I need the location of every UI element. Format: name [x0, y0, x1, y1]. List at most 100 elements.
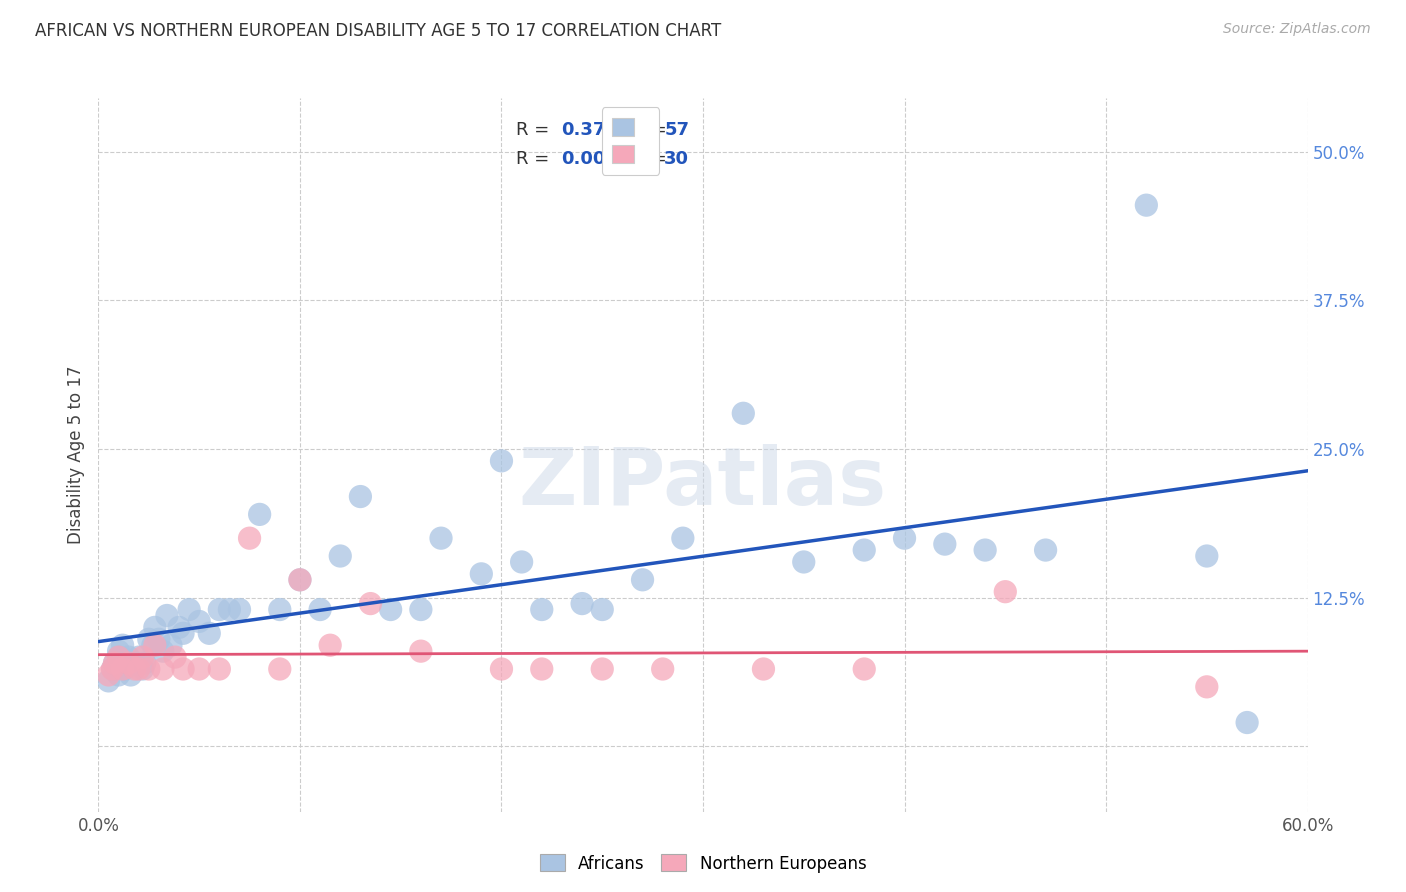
- Point: [179, 602, 201, 616]
- Point: [733, 406, 755, 420]
- Point: [124, 656, 146, 670]
- Point: [111, 638, 134, 652]
- Point: [309, 602, 332, 616]
- Point: [103, 656, 125, 670]
- Point: [319, 638, 342, 652]
- Point: [1236, 715, 1258, 730]
- Point: [132, 650, 155, 665]
- Point: [1195, 549, 1218, 563]
- Point: [143, 620, 166, 634]
- Text: 30: 30: [664, 150, 689, 168]
- Legend: , : ,: [602, 107, 659, 175]
- Point: [172, 662, 194, 676]
- Point: [138, 662, 160, 676]
- Point: [101, 662, 124, 676]
- Point: [152, 644, 174, 658]
- Point: [124, 662, 146, 676]
- Point: [97, 673, 120, 688]
- Point: [134, 656, 156, 670]
- Point: [107, 650, 129, 665]
- Point: [142, 638, 165, 652]
- Point: [128, 662, 150, 676]
- Text: R =: R =: [516, 150, 554, 168]
- Point: [430, 531, 453, 545]
- Point: [163, 650, 186, 665]
- Point: [591, 662, 613, 676]
- Point: [1195, 680, 1218, 694]
- Point: [114, 662, 136, 676]
- Point: [198, 626, 221, 640]
- Point: [651, 662, 673, 676]
- Text: N =: N =: [621, 121, 672, 139]
- Point: [380, 602, 402, 616]
- Point: [128, 650, 150, 665]
- Point: [269, 602, 291, 616]
- Point: [218, 602, 240, 616]
- Point: [111, 662, 134, 676]
- Point: [118, 656, 141, 670]
- Text: 0.375: 0.375: [561, 121, 619, 139]
- Point: [793, 555, 815, 569]
- Point: [118, 650, 141, 665]
- Point: [107, 668, 129, 682]
- Point: [160, 638, 183, 652]
- Point: [107, 650, 129, 665]
- Text: ZIPatlas: ZIPatlas: [519, 444, 887, 523]
- Point: [974, 543, 997, 558]
- Point: [115, 656, 138, 670]
- Point: [752, 662, 775, 676]
- Point: [188, 615, 211, 629]
- Point: [672, 531, 695, 545]
- Point: [132, 662, 155, 676]
- Point: [152, 662, 174, 676]
- Point: [591, 602, 613, 616]
- Point: [143, 638, 166, 652]
- Point: [360, 597, 382, 611]
- Point: [156, 608, 179, 623]
- Point: [269, 662, 291, 676]
- Point: [208, 662, 231, 676]
- Point: [491, 454, 513, 468]
- Point: [853, 662, 876, 676]
- Point: [288, 573, 311, 587]
- Point: [329, 549, 352, 563]
- Point: [510, 555, 533, 569]
- Point: [530, 662, 553, 676]
- Point: [994, 584, 1017, 599]
- Point: [288, 573, 311, 587]
- Point: [349, 490, 371, 504]
- Point: [1035, 543, 1057, 558]
- Point: [491, 662, 513, 676]
- Point: [571, 597, 593, 611]
- Point: [409, 644, 432, 658]
- Point: [470, 566, 492, 581]
- Point: [188, 662, 211, 676]
- Point: [249, 508, 271, 522]
- Point: [172, 626, 194, 640]
- Point: [893, 531, 915, 545]
- Point: [167, 620, 190, 634]
- Text: 57: 57: [664, 121, 689, 139]
- Point: [228, 602, 250, 616]
- Point: [148, 632, 170, 647]
- Text: 0.004: 0.004: [561, 150, 619, 168]
- Y-axis label: Disability Age 5 to 17: Disability Age 5 to 17: [66, 366, 84, 544]
- Text: R =: R =: [516, 121, 554, 139]
- Point: [208, 602, 231, 616]
- Point: [239, 531, 262, 545]
- Point: [97, 668, 120, 682]
- Point: [138, 632, 160, 647]
- Text: Source: ZipAtlas.com: Source: ZipAtlas.com: [1223, 22, 1371, 37]
- Point: [103, 656, 125, 670]
- Text: N =: N =: [621, 150, 672, 168]
- Point: [530, 602, 553, 616]
- Point: [101, 662, 124, 676]
- Point: [934, 537, 956, 551]
- Point: [120, 668, 142, 682]
- Point: [631, 573, 654, 587]
- Point: [409, 602, 432, 616]
- Point: [107, 644, 129, 658]
- Legend: Africans, Northern Europeans: Africans, Northern Europeans: [533, 847, 873, 880]
- Point: [1135, 198, 1157, 212]
- Point: [853, 543, 876, 558]
